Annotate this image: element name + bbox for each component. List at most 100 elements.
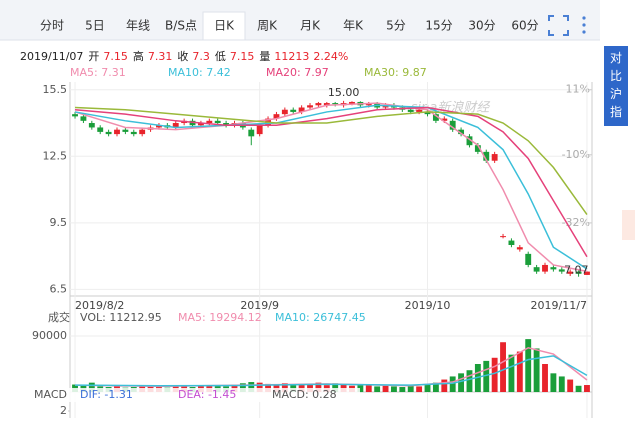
candle-body bbox=[122, 129, 129, 132]
volume-bar bbox=[399, 387, 406, 392]
compare-button[interactable] bbox=[604, 46, 628, 126]
volume-bar bbox=[239, 383, 246, 392]
tab[interactable]: 年线 bbox=[126, 19, 150, 33]
legend-entry: MA30: 9.87 bbox=[364, 66, 427, 79]
candle-body bbox=[449, 120, 456, 130]
info-item: 2.24% bbox=[313, 50, 348, 63]
x-tick-label: 2019/10 bbox=[405, 299, 451, 312]
info-item: 低 bbox=[215, 50, 226, 63]
volume-bar bbox=[281, 383, 288, 392]
candle-body bbox=[491, 154, 498, 161]
volume-bar bbox=[391, 386, 397, 392]
tab[interactable]: 年K bbox=[343, 19, 364, 33]
candle-body bbox=[139, 129, 146, 135]
candle-body bbox=[575, 271, 582, 274]
volume-bar bbox=[298, 383, 305, 392]
macd-legend-bg bbox=[30, 388, 360, 402]
y-tick-label: 12.5 bbox=[43, 149, 68, 162]
volume-bar bbox=[584, 385, 590, 392]
candle-body bbox=[172, 123, 179, 128]
candle-body bbox=[307, 105, 313, 108]
candle-body bbox=[500, 236, 506, 238]
candle-body bbox=[290, 109, 297, 112]
candle-body bbox=[97, 127, 104, 132]
fullscreen-icon[interactable] bbox=[548, 15, 569, 36]
x-tick-label: 2019/8/2 bbox=[75, 299, 124, 312]
candle-body bbox=[130, 131, 137, 135]
volume-bar bbox=[542, 364, 548, 392]
active-tab bbox=[202, 11, 246, 41]
volume-bar bbox=[567, 379, 574, 392]
volume-bar bbox=[374, 386, 381, 392]
volume-bar bbox=[256, 382, 263, 392]
candle-body bbox=[349, 101, 355, 105]
tab[interactable]: 15分 bbox=[425, 19, 452, 33]
tab[interactable]: 60分 bbox=[511, 19, 538, 33]
info-item: 7.31 bbox=[148, 50, 173, 63]
info-item: 高 bbox=[133, 49, 144, 63]
info-item: 7.3 bbox=[192, 50, 210, 63]
candle-body bbox=[516, 247, 523, 250]
candle-body bbox=[281, 109, 288, 115]
tab[interactable]: B/S点 bbox=[165, 19, 197, 33]
tab[interactable]: 月K bbox=[300, 19, 321, 33]
x-tick-label: 2019/9 bbox=[240, 299, 279, 312]
info-item: 7.15 bbox=[230, 50, 255, 63]
volume-bar bbox=[332, 383, 339, 392]
candle-body bbox=[441, 118, 448, 121]
tab[interactable]: 分时 bbox=[40, 19, 64, 33]
volume-bar bbox=[525, 339, 532, 392]
candle-body bbox=[525, 253, 532, 265]
info-item: 11213 bbox=[274, 50, 309, 63]
tab[interactable]: 5日 bbox=[85, 19, 105, 33]
candle-body bbox=[558, 269, 565, 272]
volume-legend: MA5: 19294.12 bbox=[178, 311, 262, 324]
candle-body bbox=[458, 129, 465, 135]
volume-bar bbox=[88, 382, 95, 392]
tab[interactable]: 周K bbox=[257, 19, 278, 33]
volume-label: 成交 bbox=[48, 310, 70, 324]
more-icon[interactable] bbox=[582, 16, 586, 34]
candle-body bbox=[407, 109, 414, 112]
legend-entry: MA5: 7.31 bbox=[70, 66, 126, 79]
tab[interactable]: 30分 bbox=[468, 19, 495, 33]
volume-legend: MA10: 26747.45 bbox=[275, 311, 366, 324]
candle-body bbox=[323, 103, 330, 106]
volume-bar bbox=[407, 385, 414, 392]
volume-bar bbox=[424, 384, 431, 392]
candle-body bbox=[332, 103, 339, 105]
candle-body bbox=[72, 114, 78, 117]
y-tick-label: 15.5 bbox=[43, 83, 68, 96]
candle-body bbox=[315, 103, 322, 106]
candle-body bbox=[483, 151, 490, 161]
volume-bar bbox=[558, 376, 565, 392]
ma-line bbox=[75, 106, 588, 216]
volume-tick-label: 90000 bbox=[32, 329, 67, 342]
volume-bar bbox=[441, 379, 448, 392]
volume-bar bbox=[516, 351, 523, 392]
macd-legend: DEA: -1.45 bbox=[178, 388, 236, 401]
ma-line bbox=[74, 106, 588, 258]
candle-body bbox=[424, 111, 431, 115]
macd-legend: DIF: -1.31 bbox=[80, 388, 133, 401]
candle-body bbox=[88, 123, 95, 128]
volume-bar bbox=[340, 383, 347, 392]
y-tick-label: 6.5 bbox=[50, 282, 68, 295]
compare-button-label: 对比沪指 bbox=[610, 51, 622, 119]
volume-bar bbox=[508, 354, 515, 392]
candle-body bbox=[156, 125, 162, 128]
candle-body bbox=[533, 267, 540, 272]
tab[interactable]: 5分 bbox=[386, 19, 406, 33]
candle-body bbox=[223, 123, 230, 126]
info-item: 开 bbox=[88, 50, 99, 63]
volume-bar bbox=[575, 385, 582, 392]
candle-body bbox=[466, 136, 473, 146]
volume-bar bbox=[315, 382, 322, 392]
side-strip bbox=[622, 210, 635, 240]
volume-bar bbox=[432, 382, 439, 392]
tab[interactable]: 日K bbox=[214, 19, 235, 33]
candle-body bbox=[567, 271, 574, 274]
candle-body bbox=[542, 264, 548, 272]
ma-line bbox=[74, 104, 588, 270]
